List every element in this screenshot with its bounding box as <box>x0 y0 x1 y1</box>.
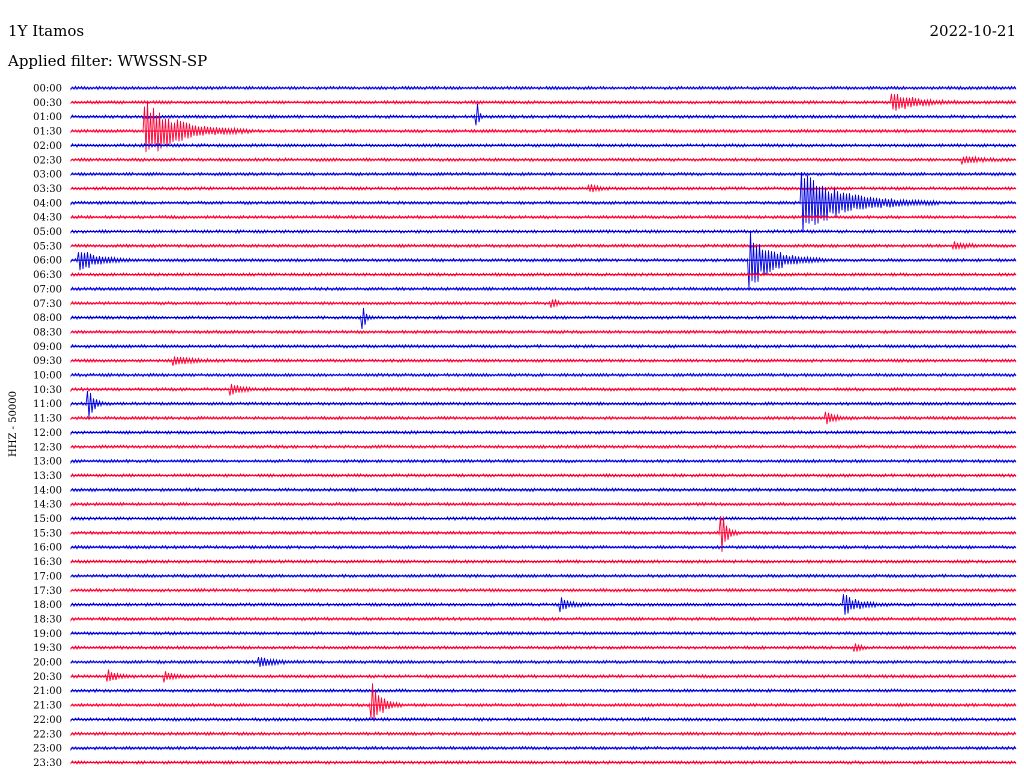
row-time-label: 22:30 <box>33 729 62 740</box>
row-time-label: 04:30 <box>33 213 62 224</box>
row-time-label: 14:30 <box>33 500 62 511</box>
station-title: 1Y Itamos <box>8 22 84 40</box>
row-time-label: 23:30 <box>33 758 62 769</box>
row-time-label: 10:00 <box>33 371 62 382</box>
row-time-label: 03:30 <box>33 184 62 195</box>
tick-label-group: 00:00 00:30 01:00 01:30 02:00 02:30 03:00 03:30… <box>33 84 62 769</box>
row-time-label: 06:30 <box>33 270 62 281</box>
row-time-label: 20:30 <box>33 672 62 683</box>
row-time-label: 12:00 <box>33 428 62 439</box>
y-axis-label: HHZ - 50000 <box>8 391 19 457</box>
row-time-label: 18:30 <box>33 614 62 625</box>
row-time-label: 07:00 <box>33 284 62 295</box>
row-time-label: 12:30 <box>33 442 62 453</box>
row-time-label: 19:00 <box>33 629 62 640</box>
row-time-label: 17:00 <box>33 571 62 582</box>
row-time-label: 00:00 <box>33 84 62 95</box>
row-time-label: 23:00 <box>33 744 62 755</box>
row-time-label: 04:00 <box>33 198 62 209</box>
row-time-label: 01:00 <box>33 112 62 123</box>
row-time-label: 16:30 <box>33 557 62 568</box>
row-time-label: 09:00 <box>33 342 62 353</box>
row-time-label: 11:00 <box>33 399 62 410</box>
row-time-label: 17:30 <box>33 586 62 597</box>
row-time-label: 13:30 <box>33 471 62 482</box>
row-time-label: 20:00 <box>33 658 62 669</box>
row-time-label: 03:00 <box>33 170 62 181</box>
row-time-label: 01:30 <box>33 127 62 138</box>
row-time-label: 18:00 <box>33 600 62 611</box>
row-time-label: 19:30 <box>33 643 62 654</box>
row-time-label: 22:00 <box>33 715 62 726</box>
row-time-label: 13:00 <box>33 457 62 468</box>
row-time-label: 15:30 <box>33 528 62 539</box>
row-time-label: 08:30 <box>33 327 62 338</box>
row-time-label: 11:30 <box>33 414 62 425</box>
row-time-label: 21:30 <box>33 701 62 712</box>
date-label: 2022-10-21 <box>930 22 1016 40</box>
row-time-label: 08:00 <box>33 313 62 324</box>
row-time-label: 16:00 <box>33 543 62 554</box>
row-time-label: 05:30 <box>33 241 62 252</box>
row-time-label: 14:00 <box>33 485 62 496</box>
row-time-label: 07:30 <box>33 299 62 310</box>
row-time-label: 21:00 <box>33 686 62 697</box>
row-time-label: 00:30 <box>33 98 62 109</box>
filter-label: Applied filter: WWSSN-SP <box>7 52 207 70</box>
trace-group <box>70 85 1017 766</box>
row-time-label: 10:30 <box>33 385 62 396</box>
row-time-label: 05:00 <box>33 227 62 238</box>
row-time-label: 02:30 <box>33 155 62 166</box>
row-time-label: 06:00 <box>33 256 62 267</box>
row-time-label: 02:00 <box>33 141 62 152</box>
row-time-label: 09:30 <box>33 356 62 367</box>
row-time-label: 15:00 <box>33 514 62 525</box>
